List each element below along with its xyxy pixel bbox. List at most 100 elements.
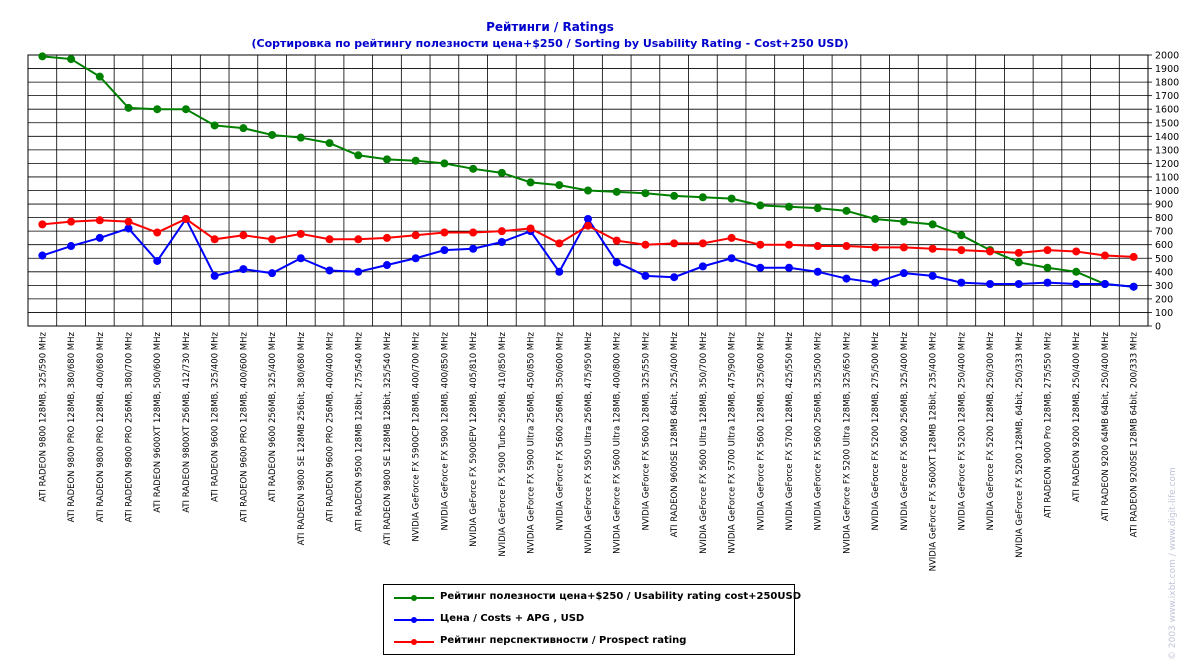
x-tick-label: ATI RADEON 9600XT 128MB, 500/600 MHz: [153, 331, 163, 512]
series-point-0: [296, 133, 305, 142]
series-point-1: [727, 254, 736, 263]
series-point-1: [555, 267, 564, 276]
x-tick-label: ATI RADEON 9600 128MB, 325/400 MHz: [211, 331, 221, 501]
series-point-1: [928, 271, 937, 280]
series-point-0: [181, 105, 190, 114]
series-point-1: [698, 262, 707, 271]
series-point-2: [813, 242, 822, 251]
series-point-2: [785, 240, 794, 249]
series-point-1: [612, 258, 621, 267]
series-point-2: [612, 236, 621, 245]
series-point-2: [698, 239, 707, 248]
series-point-2: [899, 243, 908, 252]
series-point-1: [210, 271, 219, 280]
series-point-0: [555, 181, 564, 190]
series-point-2: [325, 235, 334, 244]
series-point-2: [555, 239, 564, 248]
series-point-1: [382, 261, 391, 270]
x-tick-label: NVIDIA GeForce FX 5600 128MB, 325/550 MH…: [641, 331, 651, 530]
x-tick-label: NVIDIA GeForce FX 5600 Ultra 128MB, 350/…: [699, 331, 709, 553]
series-point-0: [698, 193, 707, 202]
x-tick-label: NVIDIA GeForce FX 5900EPV 128MB, 405/810…: [469, 331, 479, 546]
series-point-1: [957, 278, 966, 287]
x-tick-label: ATI RADEON 9000 Pro 128MB, 275/550 MHz: [1043, 331, 1053, 518]
y-tick-label: 900: [1155, 200, 1173, 211]
series-point-0: [612, 187, 621, 196]
series-point-0: [641, 189, 650, 198]
x-tick-label: ATI RADEON 9600 PRO 128MB, 400/600 MHz: [239, 331, 249, 522]
x-tick-label: NVIDIA GeForce FX 5950 Ultra 256MB, 475/…: [584, 331, 594, 553]
series-point-0: [210, 121, 219, 130]
x-tick-label: ATI RADEON 9200SE 128MB 64bit, 200/333 M…: [1130, 331, 1140, 537]
x-tick-label: NVIDIA GeForce FX 5600XT 128MB 128bit, 2…: [929, 331, 939, 571]
legend: Рейтинг полезности цена+$250 / Usability…: [383, 584, 801, 655]
legend-swatch-costs: [394, 617, 434, 623]
series-point-2: [124, 217, 133, 226]
series-point-1: [871, 278, 880, 287]
x-tick-label: ATI RADEON 9200 128MB, 250/400 MHz: [1072, 331, 1082, 501]
x-tick-label: NVIDIA GeForce FX 5900 128MB, 400/850 MH…: [440, 331, 450, 530]
series-point-0: [497, 168, 506, 177]
series-point-1: [239, 265, 248, 274]
x-tick-label: ATI RADEON 9800 SE 128MB 128bit, 325/540…: [383, 331, 393, 545]
series-point-2: [153, 228, 162, 237]
series-point-1: [670, 273, 679, 282]
y-tick-label: 200: [1155, 294, 1173, 305]
chart-title: Рейтинги / Ratings: [486, 20, 614, 34]
series-point-2: [842, 242, 851, 251]
series-point-0: [124, 103, 133, 112]
series-point-0: [871, 214, 880, 223]
series-point-1: [124, 224, 133, 233]
x-tick-label: ATI RADEON 9800 SE 128MB 256bit, 380/680…: [297, 331, 307, 545]
y-tick-label: 1600: [1155, 105, 1179, 116]
series-point-2: [670, 239, 679, 248]
x-tick-label: NVIDIA GeForce FX 5600 256MB, 325/400 MH…: [900, 331, 910, 530]
watermark: © 2003 www.ixbt.com / www.digit-life.com: [1168, 467, 1178, 660]
y-tick-label: 1500: [1155, 118, 1179, 129]
series-point-1: [497, 237, 506, 246]
series-point-2: [756, 240, 765, 249]
x-tick-label: NVIDIA GeForce FX 5200 128MB, 64bit, 250…: [1015, 331, 1025, 557]
series-point-0: [1043, 263, 1052, 272]
series-point-1: [641, 271, 650, 280]
series-point-1: [1129, 282, 1138, 291]
series-point-1: [153, 256, 162, 265]
series-point-1: [354, 267, 363, 276]
x-tick-label: NVIDIA GeForce FX 5900CP 128MB, 400/700 …: [412, 331, 422, 541]
series-point-1: [325, 266, 334, 275]
series-point-1: [899, 269, 908, 278]
x-tick-label: ATI RADEON 9200 64MB 64bit, 250/400 MHz: [1101, 331, 1111, 521]
series-point-0: [382, 155, 391, 164]
x-tick-label: ATI RADEON 9800 PRO 256MB, 380/700 MHz: [125, 331, 135, 522]
legend-marker-prospect: [411, 639, 417, 645]
series-point-2: [986, 247, 995, 256]
y-tick-label: 100: [1155, 308, 1173, 319]
y-tick-label: 800: [1155, 213, 1173, 224]
y-tick-label: 500: [1155, 254, 1173, 265]
series-point-2: [382, 233, 391, 242]
series-point-0: [584, 186, 592, 195]
y-tick-label: 2000: [1155, 51, 1179, 62]
x-tick-label: ATI RADEON 9500 128MB 128bit, 275/540 MH…: [354, 331, 364, 531]
series-point-1: [296, 254, 305, 263]
series-point-1: [1100, 279, 1109, 288]
series-point-2: [584, 221, 592, 230]
series-point-0: [67, 55, 76, 64]
series-point-0: [469, 164, 478, 173]
series-point-1: [268, 269, 277, 278]
y-tick-label: 600: [1155, 240, 1173, 251]
series-point-2: [1043, 246, 1052, 255]
y-tick-label: 1700: [1155, 91, 1179, 102]
series-point-2: [957, 246, 966, 255]
series-point-1: [67, 242, 76, 251]
series-point-2: [181, 214, 190, 223]
y-tick-label: 1800: [1155, 78, 1179, 89]
x-tick-label: NVIDIA GeForce FX 5600 Ultra 128MB, 400/…: [613, 331, 623, 553]
series-point-0: [957, 231, 966, 240]
series-point-2: [1014, 248, 1023, 257]
x-tick-label: NVIDIA GeForce FX 5600 256MB, 350/600 MH…: [555, 331, 565, 530]
y-tick-label: 700: [1155, 227, 1173, 238]
series-point-2: [1100, 251, 1109, 260]
x-tick-label: NVIDIA GeForce FX 5200 128MB, 275/500 MH…: [871, 331, 881, 530]
